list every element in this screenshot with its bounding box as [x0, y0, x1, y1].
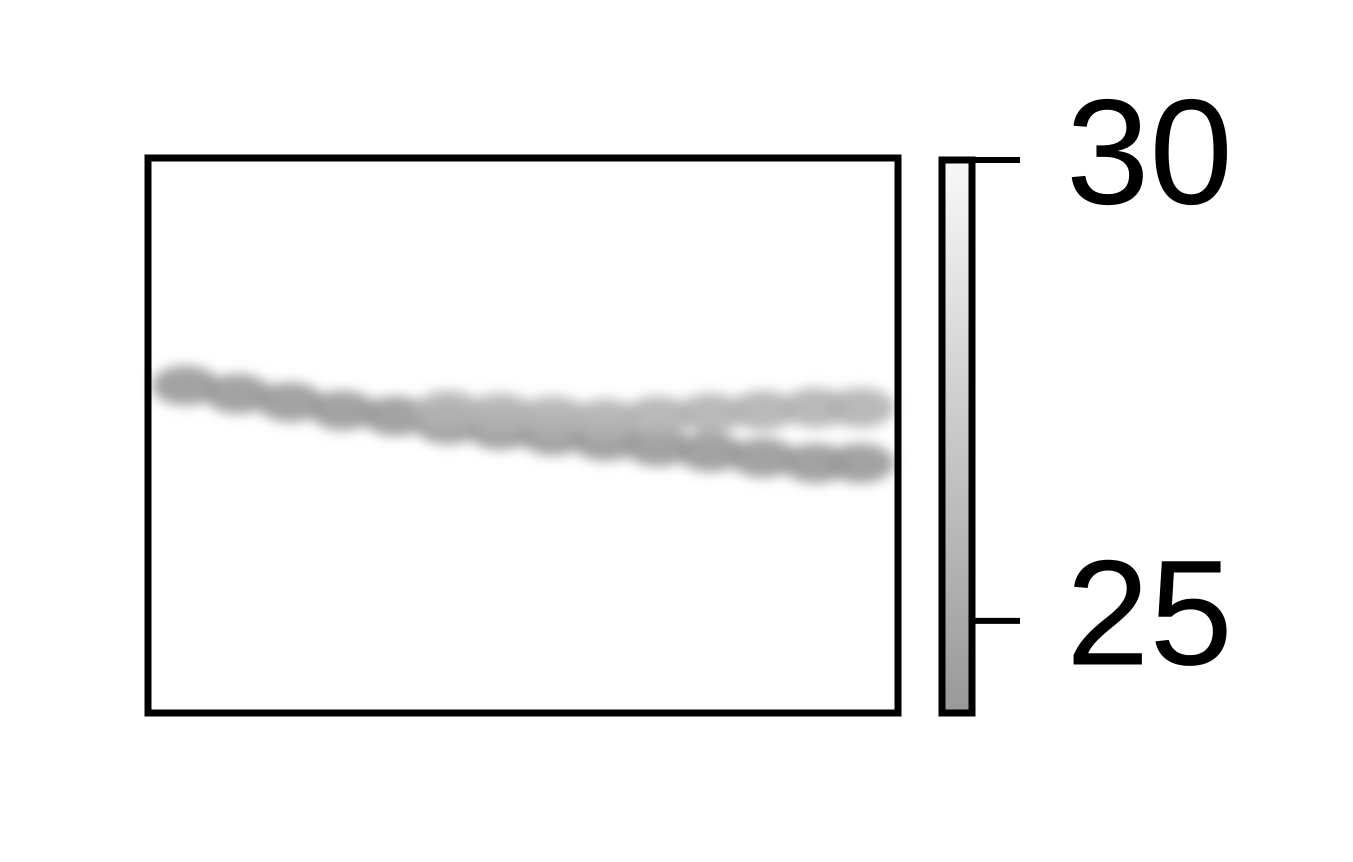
colorbar-tick-label: 25	[1066, 528, 1233, 696]
point	[571, 398, 640, 439]
point	[729, 390, 797, 431]
point	[624, 426, 692, 467]
point	[676, 432, 745, 473]
point	[676, 393, 745, 434]
point	[729, 437, 797, 478]
point	[204, 373, 272, 414]
point	[256, 382, 325, 423]
point	[309, 390, 377, 431]
point	[826, 387, 895, 428]
point	[624, 396, 692, 437]
point	[151, 365, 220, 406]
axes-frame	[144, 154, 902, 717]
points	[151, 365, 895, 484]
colorbar-tick-label: 30	[1066, 68, 1233, 236]
point	[519, 396, 587, 437]
point	[466, 393, 535, 434]
point	[361, 396, 430, 437]
point	[826, 443, 895, 484]
colorbar	[938, 156, 976, 717]
point	[414, 390, 482, 431]
